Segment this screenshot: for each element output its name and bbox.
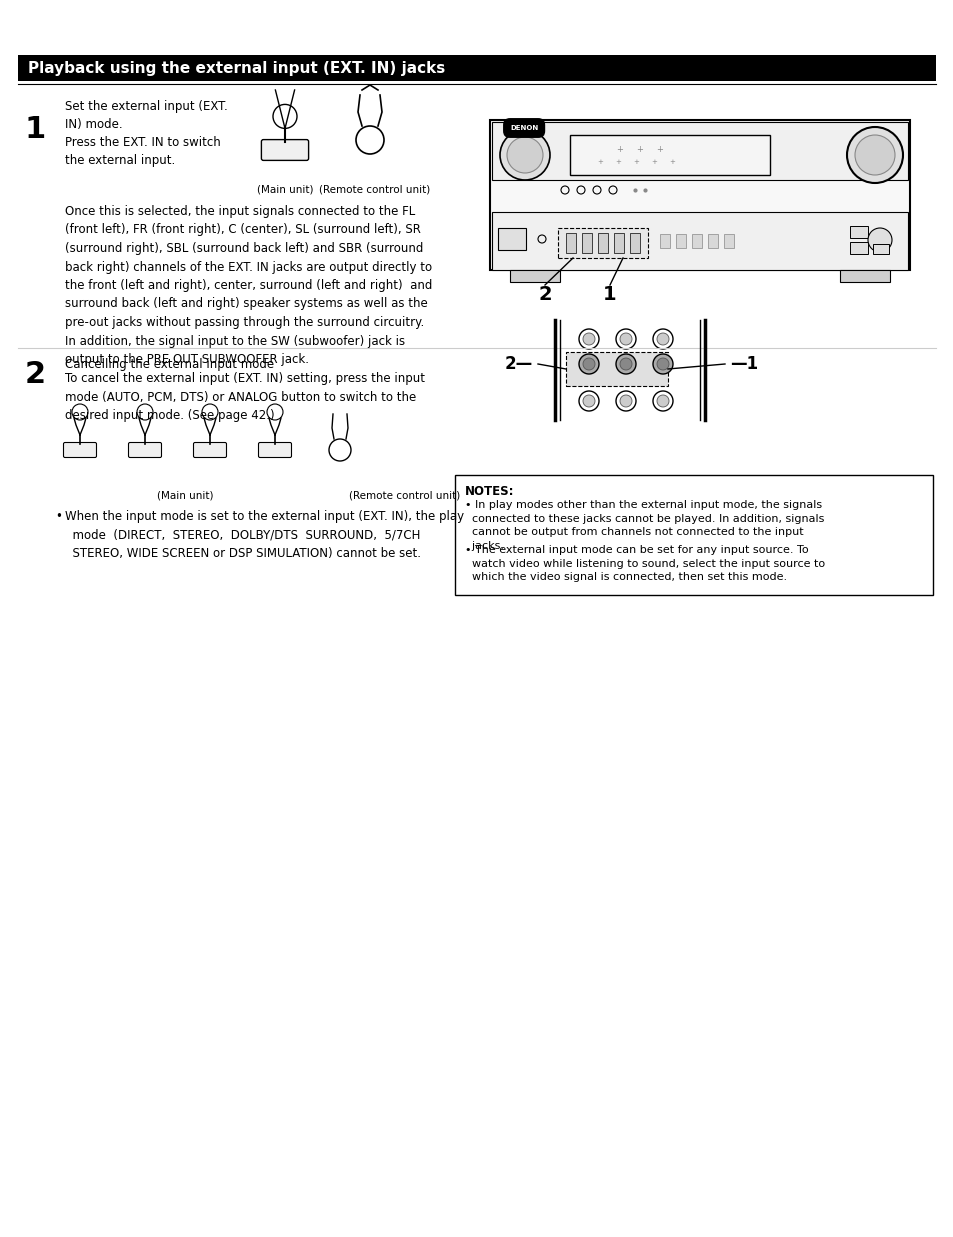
- Text: +: +: [668, 160, 674, 165]
- Text: Set the external input (EXT.
IN) mode.
Press the EXT. IN to switch
the external : Set the external input (EXT. IN) mode. P…: [65, 100, 228, 167]
- Bar: [872, 244, 888, 254]
- Text: +: +: [633, 160, 639, 165]
- Circle shape: [867, 228, 891, 252]
- FancyBboxPatch shape: [193, 443, 226, 458]
- Bar: [490, 120, 909, 270]
- Bar: [598, 233, 607, 254]
- Circle shape: [578, 354, 598, 374]
- Text: (Main unit): (Main unit): [256, 186, 313, 195]
- Bar: [497, 228, 525, 250]
- Text: DENON: DENON: [510, 125, 537, 131]
- Circle shape: [657, 395, 668, 407]
- Text: • In play modes other than the external input mode, the signals
  connected to t: • In play modes other than the external …: [464, 500, 823, 550]
- Text: —1: —1: [729, 355, 758, 374]
- Bar: [492, 212, 907, 270]
- Circle shape: [619, 395, 631, 407]
- Circle shape: [846, 127, 902, 183]
- Bar: [558, 228, 647, 259]
- FancyBboxPatch shape: [261, 140, 308, 161]
- FancyBboxPatch shape: [258, 443, 292, 458]
- Circle shape: [657, 333, 668, 345]
- Circle shape: [657, 357, 668, 370]
- Text: (Remote control unit): (Remote control unit): [319, 186, 430, 195]
- Text: 1: 1: [602, 286, 617, 304]
- FancyBboxPatch shape: [64, 443, 96, 458]
- Bar: [691, 234, 701, 247]
- Text: Playback using the external input (EXT. IN) jacks: Playback using the external input (EXT. …: [28, 62, 445, 77]
- Text: +: +: [656, 146, 662, 155]
- Bar: [676, 234, 685, 247]
- Bar: [849, 226, 867, 238]
- Bar: [707, 234, 718, 247]
- Text: +: +: [616, 146, 622, 155]
- Circle shape: [854, 135, 894, 174]
- Text: (Remote control unit): (Remote control unit): [349, 490, 460, 500]
- Text: +: +: [597, 160, 602, 165]
- Bar: [581, 233, 592, 254]
- Text: •: •: [55, 510, 62, 523]
- Bar: [614, 233, 623, 254]
- Circle shape: [582, 395, 595, 407]
- Circle shape: [582, 357, 595, 370]
- Text: NOTES:: NOTES:: [464, 485, 514, 499]
- Bar: [492, 122, 907, 181]
- Circle shape: [619, 357, 631, 370]
- Bar: [510, 270, 559, 282]
- Text: 2—: 2—: [504, 355, 533, 374]
- Text: +: +: [650, 160, 657, 165]
- Text: To cancel the external input (EXT. IN) setting, press the input
mode (AUTO, PCM,: To cancel the external input (EXT. IN) s…: [65, 372, 424, 422]
- Circle shape: [499, 130, 550, 181]
- Bar: [565, 233, 576, 254]
- Text: Once this is selected, the input signals connected to the FL
(front left), FR (f: Once this is selected, the input signals…: [65, 205, 432, 366]
- FancyBboxPatch shape: [129, 443, 161, 458]
- Bar: [849, 242, 867, 254]
- Bar: [565, 353, 667, 386]
- Bar: [455, 475, 932, 595]
- Circle shape: [619, 333, 631, 345]
- Circle shape: [616, 354, 636, 374]
- Text: When the input mode is set to the external input (EXT. IN), the play
  mode  (DI: When the input mode is set to the extern…: [65, 510, 464, 560]
- Bar: [723, 234, 733, 247]
- Bar: [18, 54, 935, 80]
- Text: (Main unit): (Main unit): [156, 490, 213, 500]
- Bar: [569, 135, 769, 174]
- Circle shape: [582, 333, 595, 345]
- Bar: [629, 233, 639, 254]
- Bar: [659, 234, 669, 247]
- Text: 1: 1: [25, 115, 46, 143]
- Circle shape: [506, 137, 542, 173]
- Text: +: +: [636, 146, 642, 155]
- Text: 2: 2: [537, 286, 551, 304]
- Text: 2: 2: [25, 360, 46, 388]
- Bar: [840, 270, 889, 282]
- Text: Cancelling the external input mode: Cancelling the external input mode: [65, 357, 274, 371]
- Circle shape: [652, 354, 672, 374]
- Text: +: +: [615, 160, 620, 165]
- Text: • The external input mode can be set for any input source. To
  watch video whil: • The external input mode can be set for…: [464, 546, 824, 583]
